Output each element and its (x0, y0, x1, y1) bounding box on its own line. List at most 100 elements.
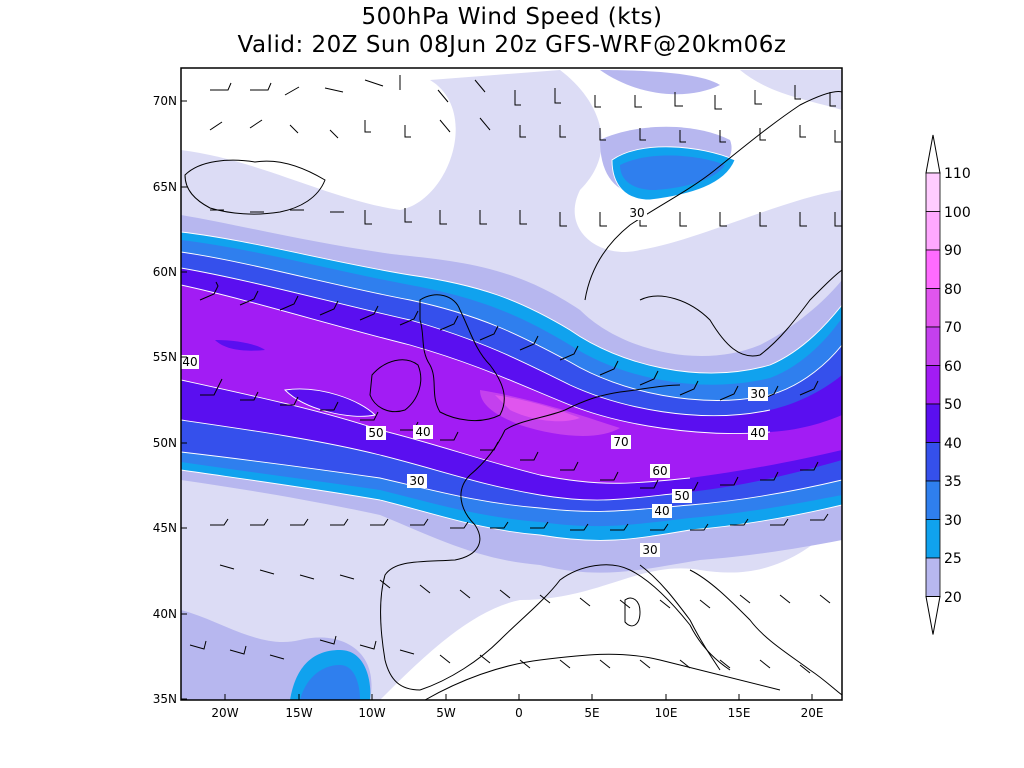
colorbar-swatch (925, 172, 941, 212)
colorbar-arrow-bottom (925, 596, 941, 635)
barb-row (210, 208, 842, 227)
contour-label: 50 (366, 426, 386, 440)
svg-text:10E: 10E (655, 706, 678, 720)
lat-tick: 70N (153, 94, 187, 108)
wind-speed-field: 30 40 30 50 40 30 70 60 50 40 40 30 30 (181, 68, 842, 700)
colorbar-swatch (925, 557, 941, 597)
lat-tick: 65N (153, 180, 187, 194)
colorbar-label: 25 (944, 551, 962, 567)
lat-tick: 55N (153, 350, 187, 364)
colorbar-labels: 110 100 90 80 70 60 50 40 35 30 25 20 (944, 166, 971, 606)
latitude-axis: 70N 65N 60N 55N 50N 45N 40N 35N (153, 94, 187, 706)
svg-text:70N: 70N (153, 94, 177, 108)
colorbar-label: 110 (944, 166, 971, 182)
svg-text:40N: 40N (153, 607, 177, 621)
contour-label: 40 (181, 355, 199, 369)
colorbar-swatch (925, 211, 941, 251)
wind-barbs (189, 75, 842, 674)
colorbar-swatch (925, 480, 941, 520)
colorbar-label: 60 (944, 359, 962, 375)
svg-text:30: 30 (642, 543, 657, 557)
svg-text:0: 0 (515, 706, 523, 720)
svg-text:5E: 5E (584, 706, 599, 720)
shade-50 (285, 389, 375, 417)
svg-text:50: 50 (368, 426, 383, 440)
lat-tick: 45N (153, 521, 187, 535)
lon-tick: 20W (211, 694, 239, 720)
colorbar-label: 100 (944, 205, 971, 221)
contour-label: 40 (748, 426, 768, 440)
colorbar-label: 50 (944, 397, 962, 413)
colorbar-swatch (925, 288, 941, 328)
svg-text:60: 60 (652, 464, 667, 478)
svg-text:30: 30 (409, 474, 424, 488)
lon-tick: 15W (285, 694, 313, 720)
colorbar-label: 30 (944, 513, 962, 529)
svg-text:50: 50 (674, 489, 689, 503)
svg-text:40: 40 (750, 426, 765, 440)
contour-lines (181, 146, 842, 541)
colorbar-arrow-top (925, 134, 941, 174)
lat-tick: 60N (153, 265, 187, 279)
shade-80 (495, 395, 580, 422)
shade-20 (740, 70, 842, 110)
colorbar: 110 100 90 80 70 60 50 40 35 30 25 20 (925, 134, 971, 635)
shade-50 (215, 340, 265, 351)
colorbar-label: 40 (944, 436, 962, 452)
shade-25 (600, 70, 720, 95)
lon-tick: 5W (436, 694, 456, 720)
svg-text:65N: 65N (153, 180, 177, 194)
svg-text:40: 40 (182, 355, 197, 369)
svg-text:30: 30 (629, 206, 644, 220)
contour-label: 30 (407, 474, 427, 488)
contour-label: 30 (748, 387, 768, 401)
colorbar-swatches (925, 134, 941, 635)
colorbar-label: 20 (944, 590, 962, 606)
lon-tick: 10E (655, 694, 678, 720)
svg-text:15W: 15W (285, 706, 312, 720)
svg-text:40: 40 (415, 425, 430, 439)
lon-tick: 15E (728, 694, 750, 720)
contour-label: 30 (627, 206, 647, 220)
lat-tick: 40N (153, 607, 187, 621)
colorbar-swatch (925, 442, 941, 482)
contour-label: 70 (611, 435, 631, 449)
longitude-axis: 20W 15W 10W 5W 0 5E 10E 15E 20E (211, 694, 823, 720)
shade-35 (300, 665, 360, 700)
contour-label: 60 (650, 464, 670, 478)
colorbar-label: 35 (944, 474, 962, 490)
colorbar-swatch (925, 249, 941, 289)
svg-text:30: 30 (750, 387, 765, 401)
coastlines (184, 91, 842, 700)
lat-tick: 50N (153, 436, 187, 450)
map-subtitle: Valid: 20Z Sun 08Jun 20z GFS-WRF@20km06z (237, 32, 787, 58)
svg-text:20E: 20E (801, 706, 824, 720)
lat-tick: 35N (153, 692, 187, 706)
contour-label: 50 (672, 489, 692, 503)
svg-text:45N: 45N (153, 521, 177, 535)
colorbar-label: 90 (944, 243, 962, 259)
lon-tick: 10W (358, 694, 386, 720)
map-frame (180, 67, 843, 701)
colorbar-swatch (925, 519, 941, 559)
colorbar-swatch (925, 365, 941, 405)
contour-label: 40 (652, 504, 672, 518)
svg-text:60N: 60N (153, 265, 177, 279)
svg-text:55N: 55N (153, 350, 177, 364)
svg-text:70: 70 (613, 435, 628, 449)
svg-text:20W: 20W (211, 706, 238, 720)
lon-tick: 5E (584, 694, 600, 720)
contour-label: 30 (640, 543, 660, 557)
svg-text:35N: 35N (153, 692, 177, 706)
contour-label: 40 (413, 425, 433, 439)
shade-60 (181, 285, 842, 484)
colorbar-label: 70 (944, 320, 962, 336)
svg-text:40: 40 (654, 504, 669, 518)
svg-text:5W: 5W (436, 706, 456, 720)
map-title: 500hPa Wind Speed (kts) (361, 4, 663, 30)
colorbar-label: 80 (944, 282, 962, 298)
lon-tick: 0 (515, 694, 523, 720)
colorbar-swatch (925, 403, 941, 443)
contour-label-group: 30 40 30 50 40 30 70 60 50 40 40 30 30 (181, 206, 768, 557)
